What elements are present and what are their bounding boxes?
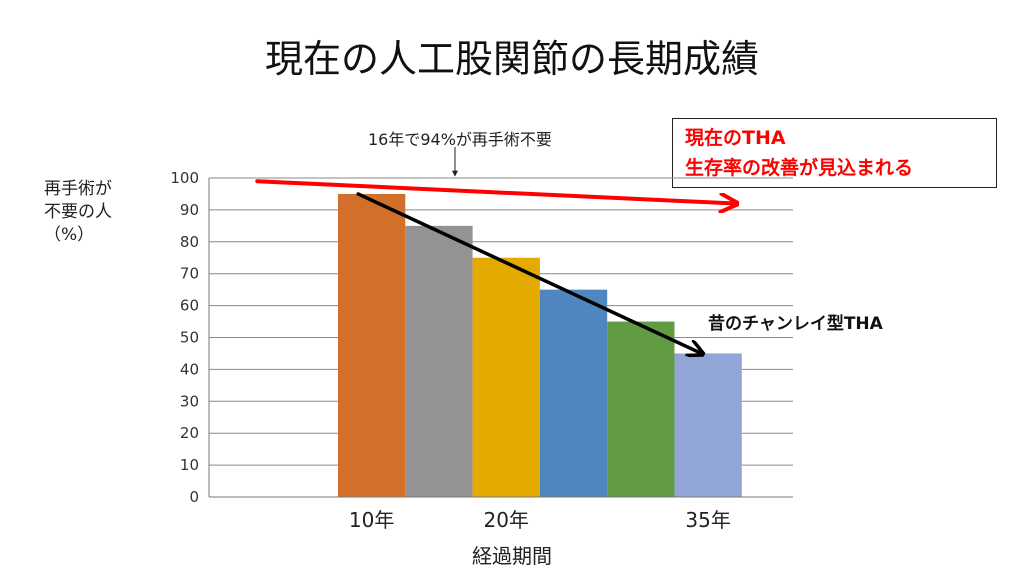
bar bbox=[607, 321, 675, 497]
x-tick-label: 35年 bbox=[685, 508, 730, 532]
y-tick-label: 70 bbox=[180, 265, 199, 283]
bar bbox=[405, 225, 473, 497]
y-tick-label: 90 bbox=[180, 201, 199, 219]
chart-title: 現在の人工股関節の長期成績 bbox=[264, 37, 759, 81]
y-tick-label: 30 bbox=[180, 392, 199, 410]
bar bbox=[674, 353, 742, 497]
y-tick-label: 80 bbox=[180, 233, 199, 251]
x-axis-label: 経過期間 bbox=[472, 544, 552, 568]
trend-arrow-current-tha bbox=[255, 179, 735, 203]
bar bbox=[472, 257, 540, 497]
callout-old-charnley-tha: 昔のチャンレイ型THA bbox=[708, 314, 883, 334]
y-tick-label: 20 bbox=[180, 424, 199, 442]
bar bbox=[539, 289, 608, 497]
x-tick-label: 20年 bbox=[484, 508, 529, 532]
y-tick-label: 60 bbox=[180, 297, 199, 315]
y-tick-label: 10 bbox=[180, 456, 199, 474]
callout-current-tha-line1: 現在のTHA bbox=[685, 127, 786, 149]
annotation-top-note: 16年で94%が再手術不要 bbox=[368, 130, 552, 149]
y-tick-label: 100 bbox=[170, 169, 199, 187]
x-tick-label: 10年 bbox=[349, 508, 394, 532]
y-tick-label: 0 bbox=[189, 488, 199, 506]
callout-current-tha: 現在のTHA 生存率の改善が見込まれる bbox=[672, 118, 997, 188]
trend-arrow-old-tha bbox=[356, 192, 701, 354]
bar bbox=[338, 193, 406, 497]
y-tick-label: 40 bbox=[180, 360, 199, 378]
y-axis-label: 再手術が 不要の人 （%） bbox=[44, 179, 112, 245]
callout-current-tha-line2: 生存率の改善が見込まれる bbox=[685, 157, 914, 179]
y-tick-label: 50 bbox=[180, 329, 199, 347]
